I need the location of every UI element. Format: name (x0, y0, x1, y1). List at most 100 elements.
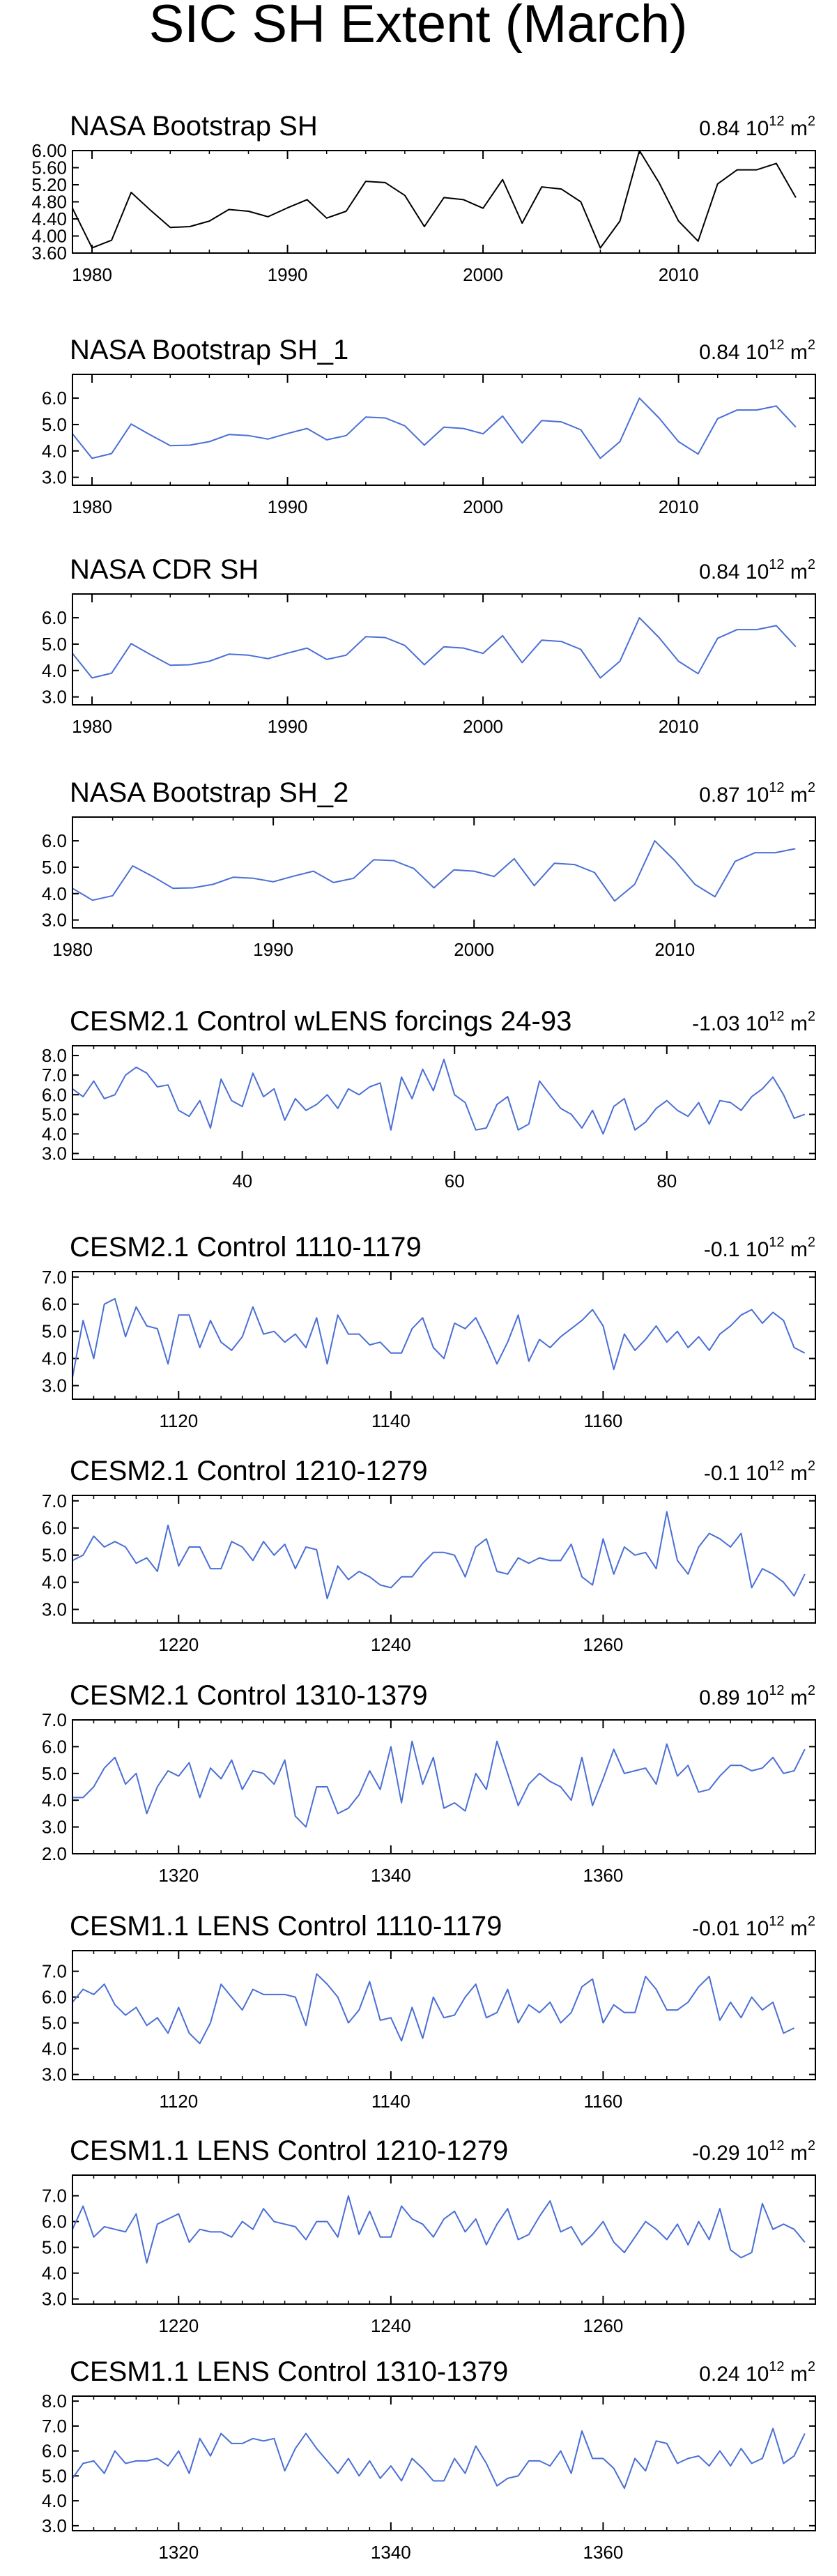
x-tick-label: 2000 (463, 496, 503, 517)
y-tick-label: 4.0 (42, 1348, 67, 1369)
plot-frame (72, 1271, 816, 1400)
x-tick-label: 1120 (159, 1410, 198, 1431)
y-tick-label: 3.0 (42, 687, 67, 708)
chart-stat: 0.84 1012 m2 (699, 114, 815, 140)
stat-space (740, 2363, 746, 2386)
x-tick-label: 2000 (463, 716, 503, 737)
page-title: SIC SH Extent (March) (149, 0, 688, 54)
y-tick-label: 4.0 (42, 441, 67, 462)
stat-unit-exp2: 2 (808, 1683, 815, 1698)
chart-title: CESM2.1 Control 1310-1379 (70, 1680, 428, 1711)
stat-space (740, 561, 746, 584)
y-tick-label: 6.0 (42, 1294, 67, 1315)
x-tick-label: 1990 (253, 939, 293, 960)
stat-unit-exp2: 2 (808, 1235, 815, 1250)
stat-unit-base: 10 (746, 1462, 769, 1485)
x-tick-label: 1360 (583, 2542, 624, 2563)
y-tick-label: 6.0 (42, 388, 67, 409)
stat-space (740, 2142, 746, 2165)
x-tick-label: 80 (656, 1171, 677, 1191)
stat-space (785, 561, 790, 584)
stat-unit-base: 10 (746, 561, 769, 584)
chart-panel: NASA Bootstrap SH 0.84 1012 m2 3.604.004.4… (31, 111, 816, 285)
stat-unit-base: 10 (746, 117, 769, 140)
chart-panel: NASA CDR SH 0.84 1012 m2 3.0 4.0 5.0 6.0 1980 1… (42, 554, 816, 737)
series-line (72, 1511, 806, 1599)
stat-unit-exp: 12 (769, 114, 784, 129)
stat-unit-exp: 12 (769, 1914, 784, 1929)
x-tick-label: 1980 (72, 264, 112, 285)
y-tick-label: 7.0 (42, 1491, 67, 1511)
y-tick-label: 4.0 (42, 2038, 67, 2059)
series-line (72, 150, 797, 249)
x-tick-label: 2010 (659, 496, 699, 517)
y-tick-label: 6.0 (42, 607, 67, 628)
stat-unit-exp: 12 (769, 2359, 784, 2375)
y-tick-label: 6.0 (42, 1084, 67, 1105)
plot-frame (72, 150, 816, 254)
stat-value: 0.87 (699, 784, 739, 807)
x-tick-label: 1320 (158, 2542, 199, 2563)
stat-unit-exp: 12 (769, 780, 784, 795)
y-tick-label: 3.0 (42, 1375, 67, 1396)
stat-space (785, 2363, 790, 2386)
chart-stat: 0.87 1012 m2 (699, 780, 815, 807)
stat-space (785, 2142, 790, 2165)
y-tick-label: 3.60 (31, 243, 67, 264)
stat-value: -0.1 (704, 1238, 740, 1261)
chart-panel: CESM1.1 LENS Control 1310-1379 0.24 1012 … (42, 2356, 816, 2563)
stat-space (785, 1238, 790, 1261)
plot-frame (72, 1045, 816, 1160)
y-tick-label: 7.0 (42, 1267, 67, 1288)
y-tick-label: 5.0 (42, 2013, 67, 2034)
stat-space (785, 1686, 790, 1709)
y-tick-label: 8.0 (42, 2391, 67, 2411)
plot-frame (72, 374, 816, 486)
y-tick-label: 4.0 (42, 883, 67, 904)
y-tick-label: 3.0 (42, 2289, 67, 2310)
stat-unit-base: 10 (746, 341, 769, 364)
stat-unit-base: 10 (746, 1686, 769, 1709)
y-tick-label: 6.0 (42, 2441, 67, 2462)
y-tick-label: 5.0 (42, 634, 67, 655)
stat-space (785, 784, 790, 807)
x-tick-label: 1360 (583, 1865, 624, 1886)
chart-stat: 0.84 1012 m2 (699, 337, 815, 364)
stat-value: 0.84 (699, 341, 739, 364)
y-tick-label: 3.0 (42, 1817, 67, 1838)
stat-unit-exp2: 2 (808, 2359, 815, 2375)
y-tick-label: 4.0 (42, 1790, 67, 1811)
plot-frame (72, 2174, 816, 2305)
y-tick-label: 6.0 (42, 1987, 67, 2008)
x-tick-label: 2010 (659, 716, 699, 737)
x-tick-label: 1980 (72, 496, 112, 517)
y-tick-label: 2.0 (42, 1843, 67, 1864)
stat-unit-base: 10 (746, 1012, 769, 1035)
stat-unit-suffix: m (790, 1917, 808, 1940)
chart-title: CESM2.1 Control 1110-1179 (70, 1232, 422, 1263)
series-line (72, 397, 797, 459)
stat-value: -0.29 (692, 2142, 739, 2165)
y-tick-label: 5.0 (42, 2465, 67, 2486)
x-tick-label: 1160 (583, 1410, 622, 1431)
y-tick-label: 5.20 (31, 174, 67, 195)
y-tick-label: 6.0 (42, 2211, 67, 2232)
stat-unit-exp2: 2 (808, 337, 815, 353)
stat-space (740, 1238, 746, 1261)
y-tick-label: 5.0 (42, 1104, 67, 1125)
chart-title: CESM1.1 LENS Control 1110-1179 (70, 1911, 502, 1942)
chart-stat: 0.89 1012 m2 (699, 1683, 815, 1709)
y-tick-label: 7.0 (42, 1961, 67, 1982)
stat-unit-exp: 12 (769, 557, 784, 572)
y-tick-label: 3.0 (42, 2064, 67, 2085)
stat-unit-suffix: m (790, 1238, 808, 1261)
y-tick-label: 6.0 (42, 1736, 67, 1757)
y-tick-label: 3.0 (42, 910, 67, 931)
y-tick-label: 5.0 (42, 1763, 67, 1784)
y-tick-label: 7.0 (42, 2186, 67, 2207)
y-tick-label: 5.0 (42, 1321, 67, 1342)
stat-unit-exp: 12 (769, 1458, 784, 1474)
stat-unit-exp: 12 (769, 337, 784, 353)
plot-frame (72, 1495, 816, 1624)
chart-title: NASA CDR SH (70, 554, 259, 585)
